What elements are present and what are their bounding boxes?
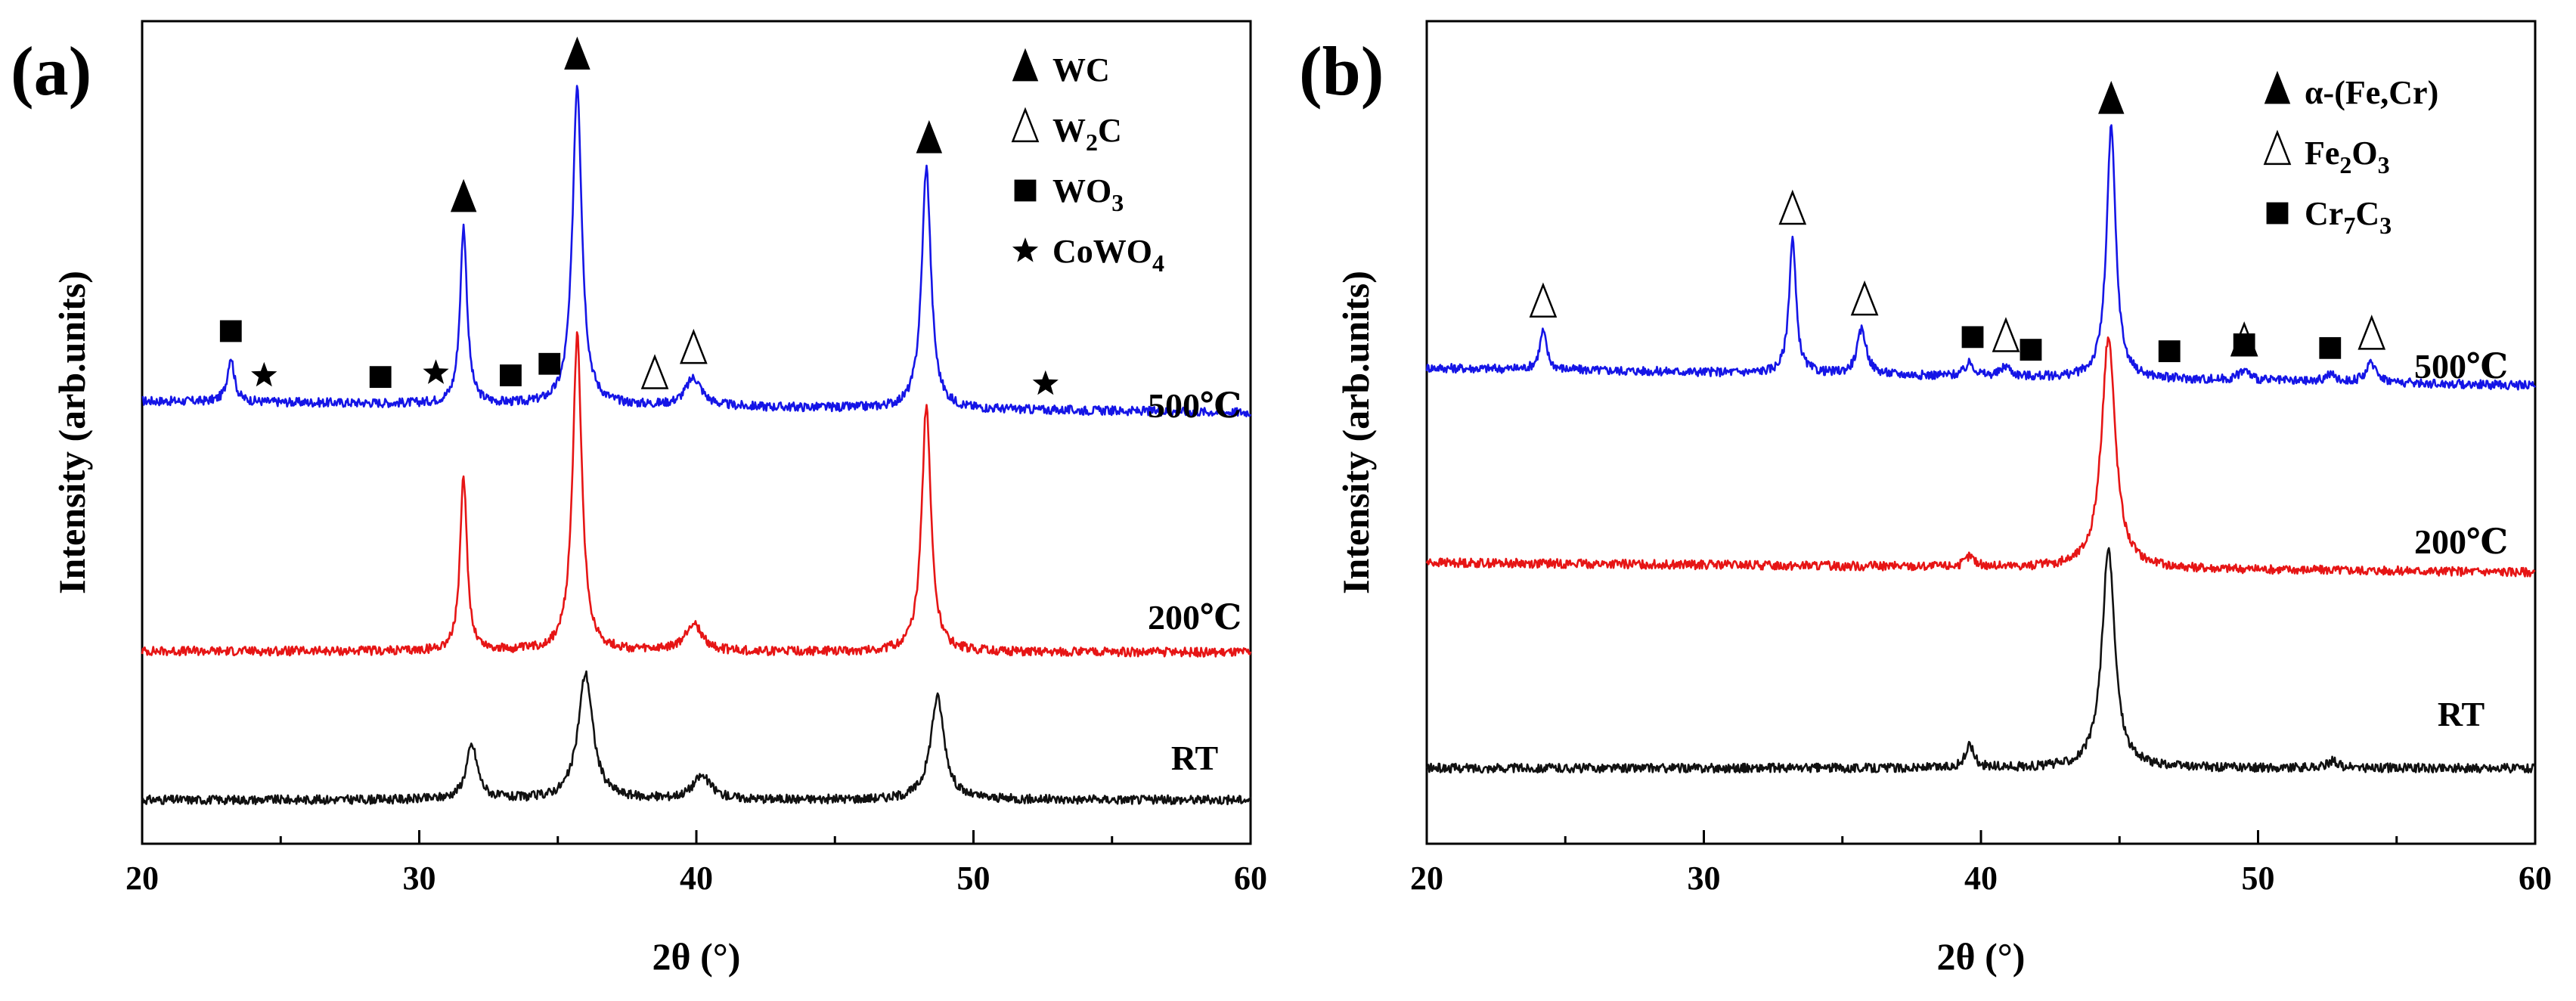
peak-marker-wc: [564, 36, 591, 70]
series-label: 500℃: [2414, 347, 2508, 386]
peak-marker-wc: [450, 178, 477, 212]
panel-b: (b) 2θ (°) Intensity (arb.units) 20 30 40 5…: [1299, 20, 2552, 978]
series-line-200c: [141, 331, 1252, 658]
series-label: RT: [2438, 695, 2485, 733]
x-tick-label: 30: [1688, 860, 1721, 897]
legend-label: Cr7C3: [2305, 195, 2392, 239]
peak-marker-wo3: [538, 352, 561, 375]
peak-marker-w2c: [640, 354, 669, 389]
series-label: RT: [1171, 739, 1218, 777]
peak-marker-fe2o3: [1529, 282, 1558, 318]
series-line-500c: [141, 85, 1252, 418]
legend-symbol: [2264, 70, 2291, 104]
panel-a-peak-markers: [219, 36, 1059, 395]
legend-label: WC: [1052, 51, 1110, 88]
x-tick-label: 20: [1410, 860, 1443, 897]
x-tick-label: 20: [126, 860, 159, 897]
panel-b-x-axis-label: 2θ (°): [1937, 935, 2026, 978]
panel-b-peak-markers: [1529, 80, 2386, 362]
peak-marker-w2c: [679, 328, 708, 364]
x-tick-label: 50: [2242, 860, 2275, 897]
panel-a: (a) 2θ (°) Intensity (arb.units) 20 30 40 5…: [11, 20, 1267, 978]
panel-b-legend: α-(Fe,Cr) Fe2O3 Cr7C3: [2263, 70, 2438, 239]
peak-marker-fe2o3: [1850, 280, 1879, 316]
panel-a-label: (a): [11, 33, 91, 110]
peak-marker-fe2o3: [1992, 317, 2020, 352]
peak-marker-fe2o3: [1778, 189, 1807, 225]
peak-marker-cowo4: [251, 361, 277, 387]
panel-a-curves: [141, 85, 1252, 806]
panel-b-series-labels: 500℃ 200℃ RT: [2414, 347, 2508, 733]
peak-marker-cr7c3: [2319, 336, 2342, 359]
x-tick-label: 30: [403, 860, 436, 897]
peak-marker-cr7c3: [1961, 326, 1984, 349]
peak-marker-wo3: [369, 366, 392, 389]
peak-marker-fecr: [2098, 80, 2125, 114]
x-tick-label: 60: [1234, 860, 1267, 897]
panel-a-y-axis-label: Intensity (arb.units): [51, 271, 93, 594]
panel-b-y-axis-label: Intensity (arb.units): [1334, 271, 1377, 594]
series-label: 200℃: [2414, 522, 2508, 561]
panel-a-x-axis-label: 2θ (°): [653, 935, 741, 978]
x-tick-label: 60: [2519, 860, 2552, 897]
peak-marker-fe2o3: [2357, 315, 2386, 350]
panel-a-legend: WC W2C WO3 CoWO4: [1011, 48, 1164, 277]
legend-symbol: [1012, 237, 1039, 262]
legend-symbol: [2266, 202, 2289, 225]
legend-label: W2C: [1052, 112, 1122, 156]
panel-b-x-ticks: 20 30 40 50 60: [1410, 830, 2552, 897]
peak-marker-wc: [916, 119, 943, 153]
series-label: 200℃: [1148, 598, 1242, 637]
legend-label: CoWO4: [1052, 233, 1164, 277]
legend-label: Fe2O3: [2305, 135, 2390, 178]
peak-marker-wo3: [219, 320, 242, 342]
panel-b-curves: [1425, 124, 2537, 774]
series-label: 500℃: [1148, 386, 1242, 425]
x-tick-label: 50: [957, 860, 990, 897]
legend-symbol: [1012, 48, 1039, 82]
series-line-500c: [1425, 124, 2537, 391]
panel-a-series-labels: 500℃ 200℃ RT: [1148, 386, 1242, 777]
peak-marker-cr7c3: [2020, 339, 2042, 361]
legend-symbol: [2263, 129, 2292, 166]
peak-marker-cowo4: [423, 359, 449, 384]
peak-marker-wo3: [500, 364, 522, 386]
legend-label: WO3: [1052, 172, 1124, 216]
legend-label: α-(Fe,Cr): [2305, 74, 2438, 111]
legend-symbol: [1011, 107, 1040, 143]
series-line-rt: [141, 670, 1252, 806]
peak-marker-cr7c3: [2158, 340, 2181, 362]
panel-b-label: (b): [1299, 33, 1384, 110]
peak-marker-cr7c3: [2233, 333, 2255, 355]
peak-marker-cowo4: [1032, 370, 1059, 395]
legend-symbol: [1014, 179, 1037, 202]
series-line-200c: [1425, 336, 2536, 578]
series-line-rt: [1425, 547, 2536, 774]
panel-a-x-ticks: 20 30 40 50 60: [126, 830, 1267, 897]
x-tick-label: 40: [680, 860, 713, 897]
x-tick-label: 40: [1964, 860, 1998, 897]
